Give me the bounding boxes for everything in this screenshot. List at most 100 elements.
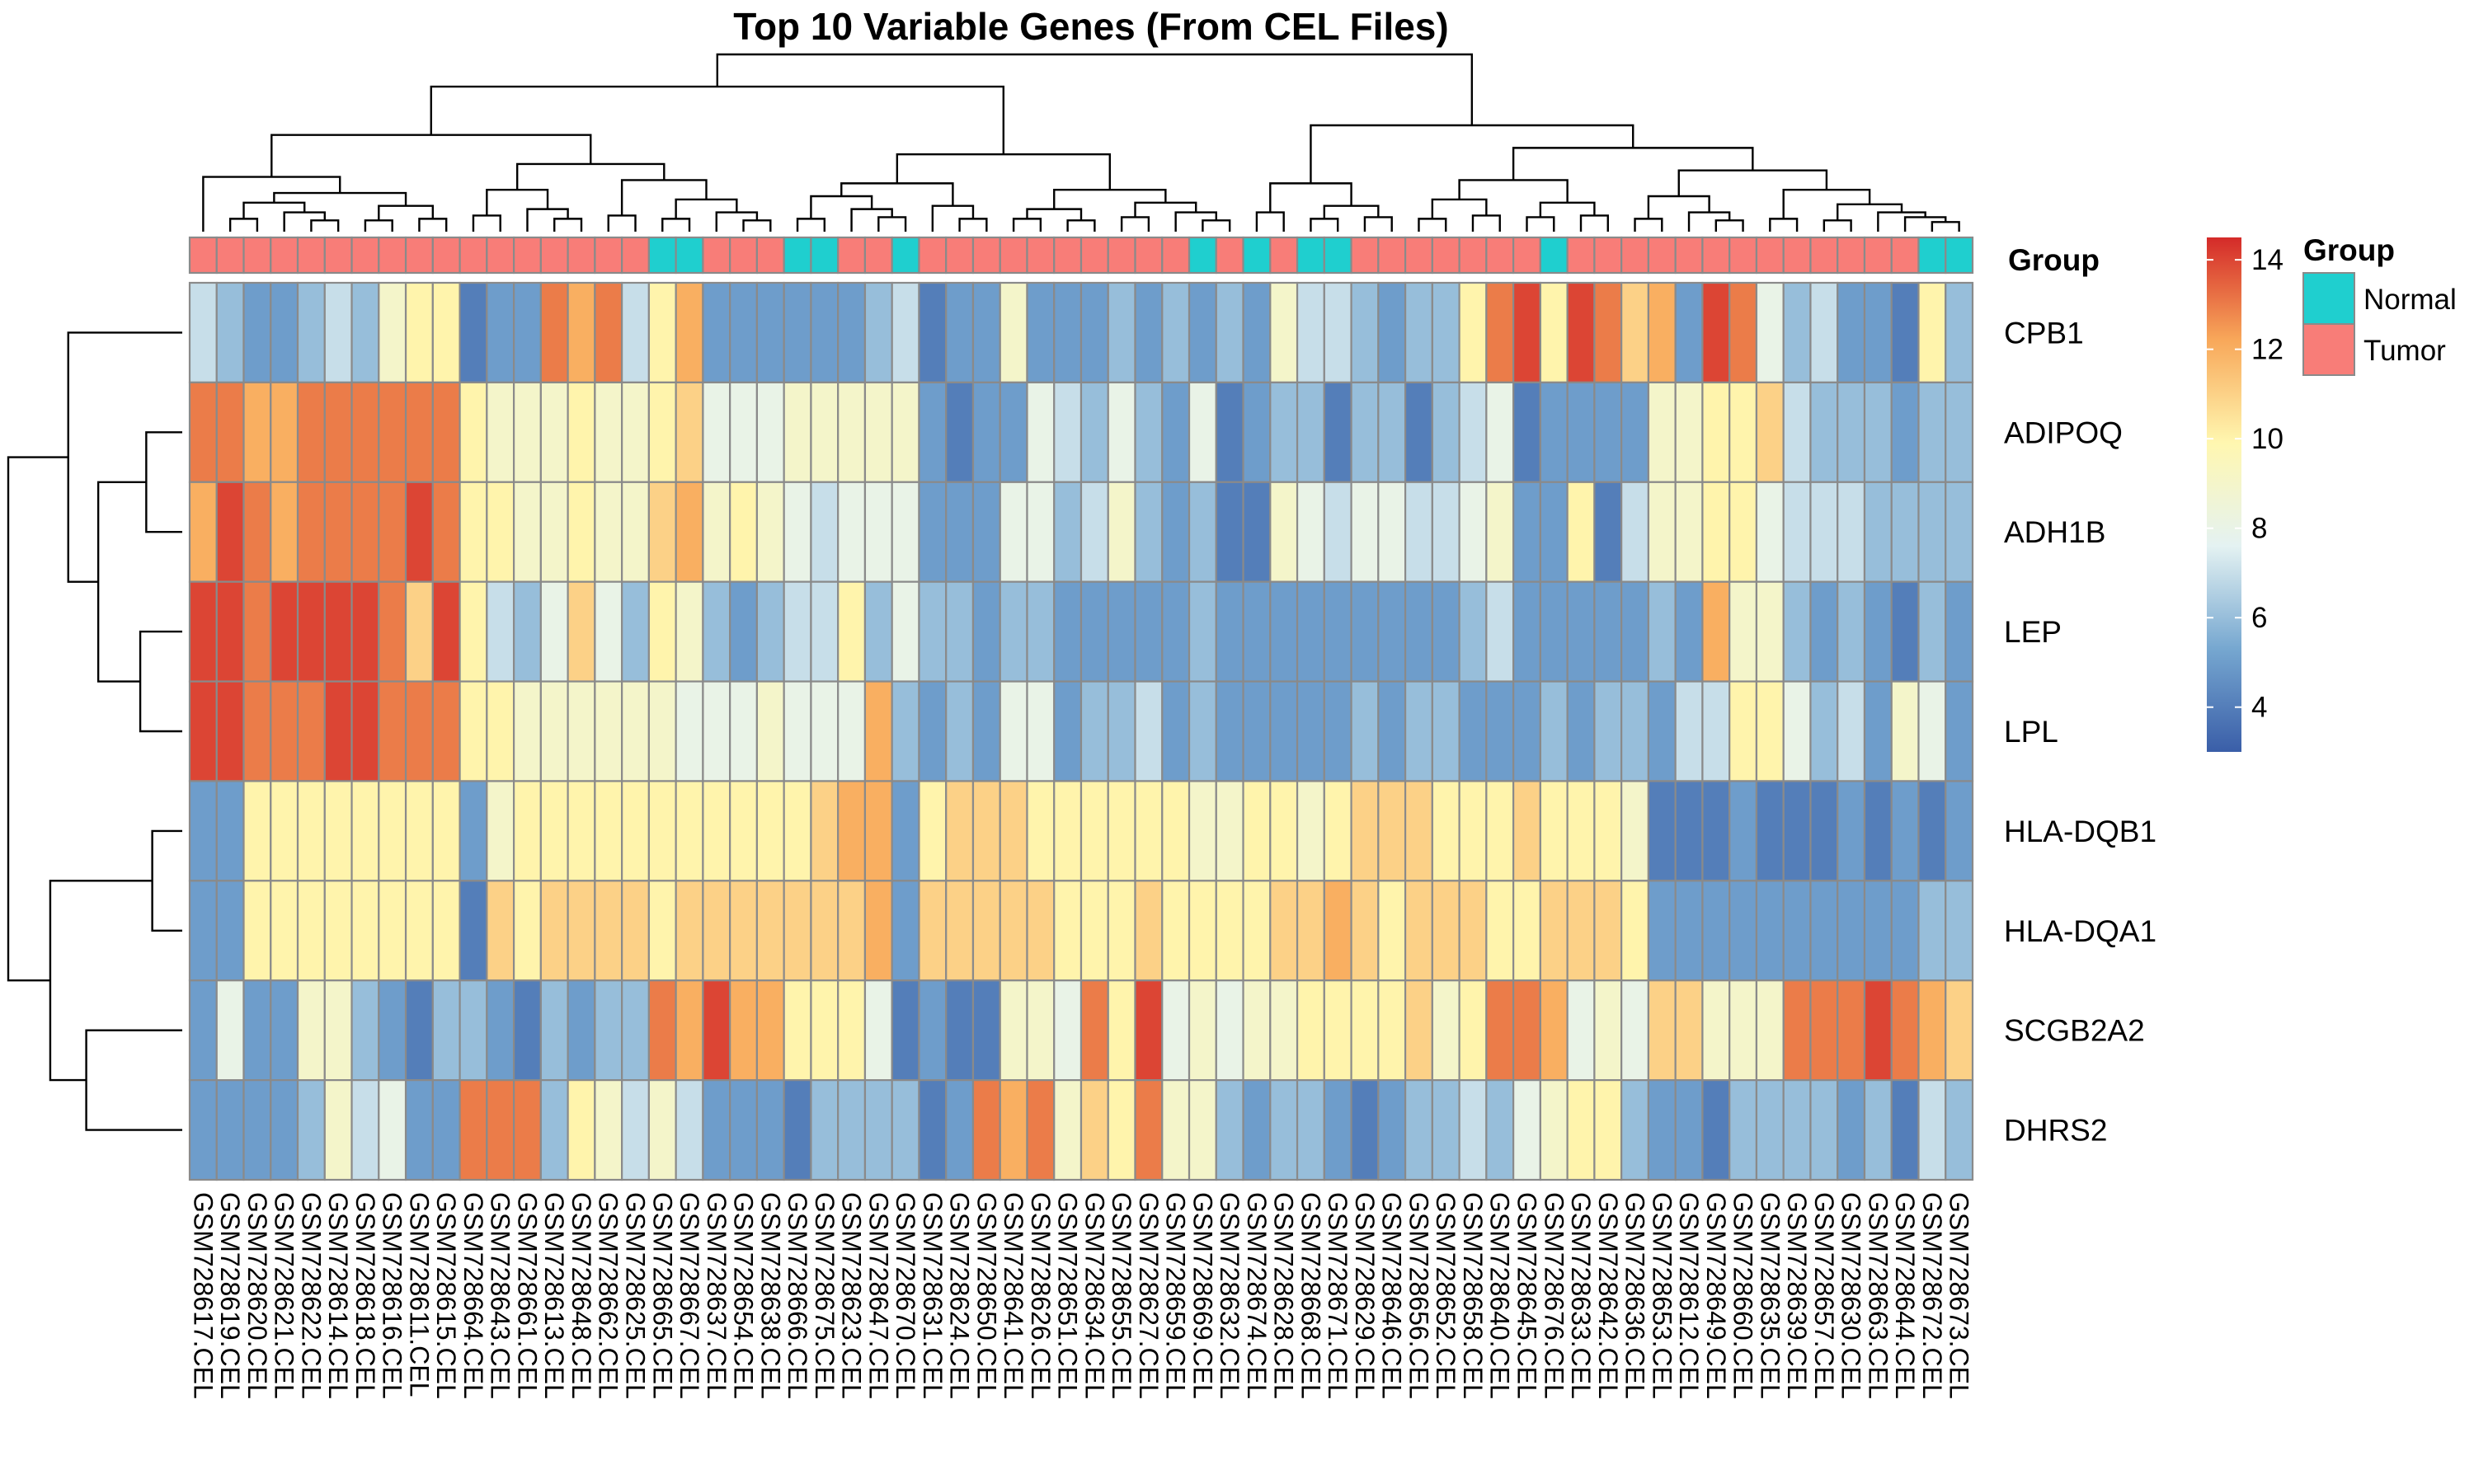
heatmap-cell: [270, 1079, 299, 1181]
heatmap-cell: [891, 381, 920, 483]
heatmap-cell: [729, 780, 759, 882]
heatmap-cell: [1755, 381, 1785, 483]
heatmap-cell: [1458, 381, 1488, 483]
heatmap-cell: [270, 880, 299, 982]
color-scale-tick-label: 12: [2251, 334, 2284, 366]
row-dendrogram: [7, 331, 182, 1131]
heatmap-cell: [1431, 979, 1460, 1082]
dendrogram-branch: [742, 219, 772, 232]
heatmap-cell: [1539, 780, 1569, 882]
group-annotation-cell: [1026, 236, 1056, 275]
group-annotation-cell: [837, 236, 867, 275]
heatmap-cell: [837, 1079, 867, 1181]
dendrogram-branch: [242, 201, 306, 219]
heatmap-cell: [1701, 381, 1731, 483]
dendrogram-branch: [283, 211, 326, 232]
heatmap-cell: [1674, 979, 1704, 1082]
heatmap-cell: [1863, 381, 1893, 483]
column-label: GSM728645.CEL: [1512, 1192, 1542, 1399]
heatmap-cell: [215, 979, 245, 1082]
heatmap-cell: [1134, 780, 1164, 882]
heatmap-cell: [1269, 979, 1299, 1082]
heatmap-cell: [1755, 979, 1785, 1082]
heatmap-cell: [1458, 680, 1488, 782]
dendrogram-branch: [1931, 221, 1960, 232]
heatmap-cell: [594, 1079, 623, 1181]
column-label: GSM728663.CEL: [1863, 1192, 1893, 1399]
heatmap-cell: [1837, 1079, 1866, 1181]
dendrogram-branch: [1526, 216, 1555, 232]
heatmap-cell: [323, 780, 353, 882]
heatmap-cell: [1729, 281, 1758, 383]
heatmap-cell: [1053, 381, 1083, 483]
heatmap-cell: [486, 880, 515, 982]
heatmap-cell: [323, 381, 353, 483]
heatmap-cell: [1026, 481, 1056, 583]
heatmap-cell: [1134, 281, 1164, 383]
group-annotation-cell: [539, 236, 569, 275]
dendrogram-branch: [877, 216, 907, 232]
heatmap-cell: [1620, 281, 1650, 383]
heatmap-cell: [350, 880, 380, 982]
heatmap-cell: [1809, 1079, 1839, 1181]
heatmap-cell: [1458, 979, 1488, 1082]
heatmap-cell: [1269, 281, 1299, 383]
column-label: GSM728638.CEL: [755, 1192, 785, 1399]
column-label: GSM728614.CEL: [323, 1192, 353, 1399]
heatmap-cell: [971, 780, 1001, 882]
dendrogram-branch: [1120, 216, 1150, 232]
heatmap-cell: [1215, 281, 1244, 383]
heatmap-cell: [188, 780, 218, 882]
heatmap-cell: [675, 680, 704, 782]
heatmap-cell: [647, 680, 677, 782]
column-label: GSM728649.CEL: [1701, 1192, 1731, 1399]
heatmap-cell: [512, 680, 542, 782]
heatmap-cell: [999, 381, 1028, 483]
heatmap-cell: [512, 979, 542, 1082]
heatmap-cell: [729, 680, 759, 782]
column-label: GSM728613.CEL: [539, 1192, 569, 1399]
dendrogram-branch: [139, 630, 182, 733]
dendrogram-branch: [1714, 219, 1744, 232]
heatmap-cell: [810, 481, 840, 583]
heatmap-cell: [1782, 381, 1812, 483]
column-label: GSM728651.CEL: [1053, 1192, 1083, 1399]
row-label: CPB1: [2004, 316, 2084, 350]
group-annotation-cell: [323, 236, 353, 275]
heatmap-cell: [999, 880, 1028, 982]
heatmap-cell: [729, 979, 759, 1082]
heatmap-cell: [1323, 979, 1352, 1082]
heatmap-cell: [1134, 481, 1164, 583]
dendrogram-branch: [430, 85, 1005, 155]
heatmap-cell: [378, 381, 407, 483]
heatmap-cell: [1458, 780, 1488, 882]
heatmap-cell: [1296, 1079, 1325, 1181]
heatmap-cell: [1729, 680, 1758, 782]
heatmap-cell: [188, 381, 218, 483]
heatmap-cell: [999, 1079, 1028, 1181]
heatmap-cell: [1837, 780, 1866, 882]
heatmap-cell: [1079, 979, 1109, 1082]
heatmap-cell: [378, 580, 407, 683]
heatmap-cell: [1863, 880, 1893, 982]
heatmap-cell: [1863, 281, 1893, 383]
heatmap-cell: [1431, 780, 1460, 882]
group-annotation-cell: [945, 236, 975, 275]
dendrogram-branch: [796, 218, 826, 232]
dendrogram-branch: [1134, 201, 1197, 218]
heatmap-cell: [567, 580, 596, 683]
heatmap-cell: [1242, 481, 1272, 583]
heatmap-cell: [350, 680, 380, 782]
heatmap-cell: [1945, 680, 1974, 782]
column-label: GSM728622.CEL: [296, 1192, 326, 1399]
heatmap-cell: [1539, 1079, 1569, 1181]
heatmap-cell: [567, 381, 596, 483]
heatmap-cell: [1729, 481, 1758, 583]
heatmap-cell: [647, 381, 677, 483]
heatmap-cell: [918, 481, 948, 583]
heatmap-cell: [999, 281, 1028, 383]
heatmap-cell: [1026, 1079, 1056, 1181]
heatmap-cell: [1674, 481, 1704, 583]
column-label: GSM728667.CEL: [675, 1192, 704, 1399]
heatmap-cell: [594, 780, 623, 882]
